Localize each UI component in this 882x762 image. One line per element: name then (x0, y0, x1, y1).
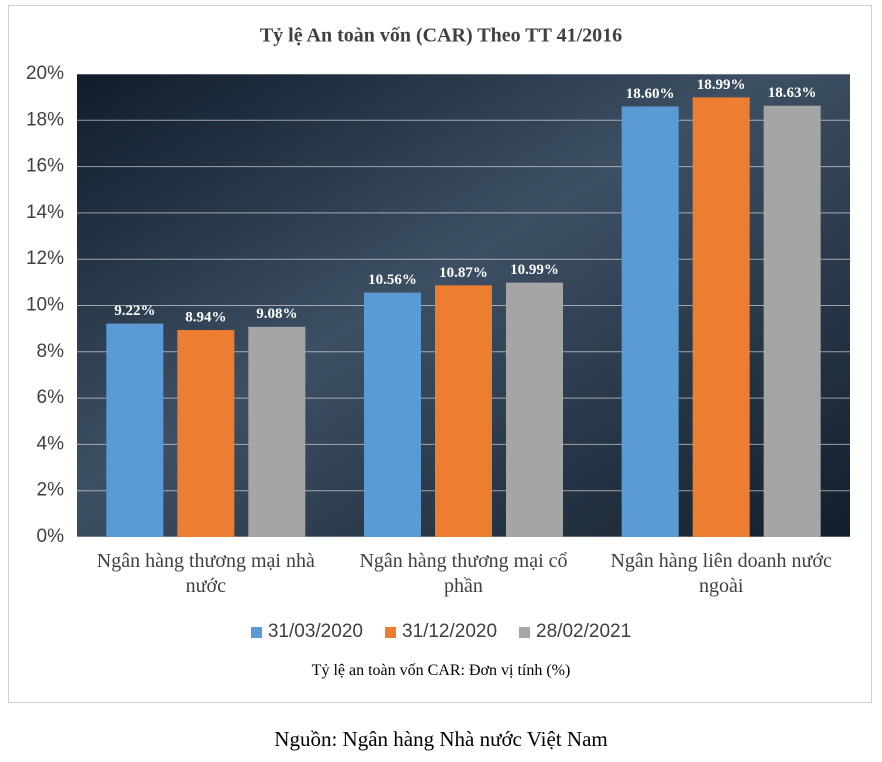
bar (106, 323, 164, 537)
y-tick-label: 0% (37, 526, 65, 547)
bar (248, 326, 306, 537)
y-tick-label: 6% (37, 387, 65, 408)
bar (506, 282, 563, 537)
bar (435, 285, 492, 537)
legend-swatch (384, 626, 396, 638)
chart-title: Tỷ lệ An toàn vốn (CAR) Theo TT 41/2016 (260, 25, 622, 47)
legend-item: 31/12/2020 (384, 621, 498, 643)
bar (177, 330, 235, 537)
x-tick-label: Ngân hàng thương mại nhà nước (96, 550, 315, 597)
value-label: 18.63% (768, 85, 817, 101)
value-label: 18.60% (626, 86, 675, 102)
y-tick-label: 20% (26, 63, 64, 84)
y-tick-label: 14% (26, 202, 64, 223)
bar (364, 292, 421, 537)
y-tick-label: 8% (37, 341, 65, 362)
legend-label: 28/02/2021 (536, 621, 632, 642)
value-label: 10.56% (368, 272, 417, 288)
bar (621, 106, 679, 537)
y-tick-label: 10% (26, 295, 64, 316)
y-tick-label: 18% (26, 109, 64, 130)
bar (763, 105, 821, 537)
value-label: 10.87% (439, 265, 488, 281)
value-label: 9.22% (114, 303, 155, 319)
value-label: 9.08% (256, 306, 297, 322)
x-tick-label: Ngân hàng liên doanh nước ngoài (610, 550, 832, 597)
legend-swatch (250, 626, 262, 638)
x-tick-label: Ngân hàng thương mại cổ phần (359, 550, 568, 597)
legend-label: 31/03/2020 (267, 621, 363, 642)
legend-label: 31/12/2020 (401, 621, 498, 642)
legend: 31/03/2020 31/12/2020 28/02/2021 (0, 621, 882, 643)
value-label: 8.94% (185, 309, 226, 325)
legend-swatch (519, 626, 531, 638)
y-tick-label: 16% (26, 156, 64, 177)
source: Nguồn: Ngân hàng Nhà nước Việt Nam (274, 727, 608, 751)
value-label: 18.99% (697, 77, 746, 93)
legend-item: 31/03/2020 (250, 621, 363, 643)
legend-item: 28/02/2021 (519, 621, 631, 643)
subtitle: Tỷ lệ an toàn vốn CAR: Đơn vị tính (%) (311, 662, 571, 679)
chart-frame (8, 5, 872, 703)
value-label: 10.99% (510, 262, 559, 278)
y-tick-label: 2% (37, 480, 65, 501)
y-tick-label: 4% (37, 433, 65, 454)
bar (692, 97, 750, 537)
y-tick-label: 12% (26, 248, 64, 269)
